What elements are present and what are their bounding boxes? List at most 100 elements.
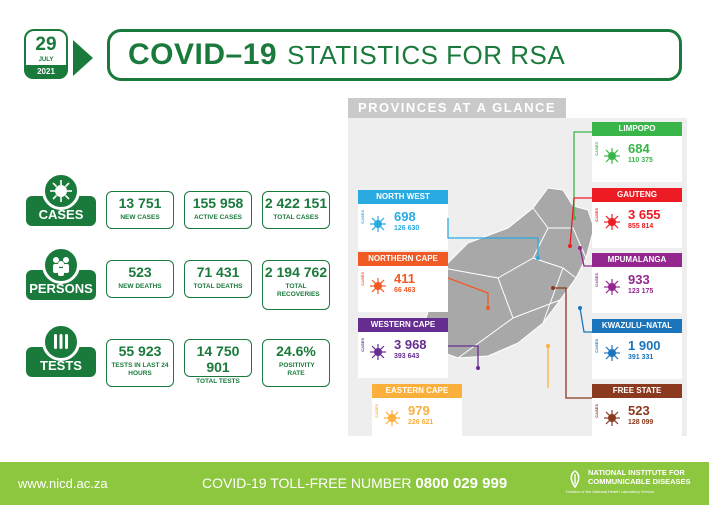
virus-icon: [604, 279, 620, 295]
virus-icon: [604, 148, 620, 164]
province-total: 226 621: [408, 419, 434, 426]
virus-icon: [384, 410, 400, 426]
stat-total-tests: 14 750 901 TOTAL TESTS: [184, 339, 252, 385]
footer-bar: www.nicd.ac.za COVID-19 TOLL-FREE NUMBER…: [0, 462, 709, 505]
province-total: 126 630: [394, 225, 420, 232]
province-name: KWAZULU–NATAL: [592, 319, 682, 333]
org-sub: Division of the National Health Laborato…: [566, 489, 655, 494]
stat-value: 523: [128, 264, 152, 280]
stat-label: TOTAL RECOVERIES: [277, 283, 320, 298]
stat-value: 14 750 901: [196, 343, 240, 375]
province-card-northern-cape: NORTHERN CAPE CASES 411 66 463: [358, 252, 448, 312]
nicd-logo-block: NATIONAL INSTITUTE FOR COMMUNICABLE DISE…: [566, 468, 691, 494]
stat-value: 55 923: [118, 343, 162, 359]
province-name: WESTERN CAPE: [358, 318, 448, 332]
people-icon: [42, 246, 80, 284]
province-total: 393 643: [394, 353, 420, 360]
test-tubes-icon: [42, 323, 80, 361]
province-card-eastern-cape: EASTERN CAPE CASES 979 226 621: [372, 384, 462, 444]
province-new-cases: 523: [628, 403, 650, 418]
stat-label: NEW CASES: [120, 214, 160, 221]
stat-value: 2 194 762: [264, 264, 328, 280]
cases-category: CASES: [26, 172, 96, 226]
stat-new-cases: 13 751 NEW CASES: [106, 191, 174, 229]
provinces-header: PROVINCES AT A GLANCE: [348, 98, 566, 118]
stat-tests-24h: 55 923 TESTS IN LAST 24 HOURS: [106, 339, 174, 387]
date-month: JULY: [38, 57, 54, 63]
stat-value: 71 431: [196, 264, 240, 280]
stat-label: TOTAL DEATHS: [193, 283, 243, 290]
persons-category: PERSONS: [26, 246, 96, 300]
stat-value: 24.6%: [276, 343, 316, 359]
stat-total-recoveries: 2 194 762 TOTAL RECOVERIES: [262, 260, 330, 310]
org-line1: NATIONAL INSTITUTE FOR: [588, 468, 685, 477]
province-card-western-cape: WESTERN CAPE CASES 3 968 393 643: [358, 318, 448, 378]
date-day: 29: [35, 34, 57, 55]
footer-tollfree: COVID-19 TOLL-FREE NUMBER 0800 029 999: [202, 475, 507, 492]
province-new-cases: 979: [408, 403, 430, 418]
virus-icon: [604, 410, 620, 426]
virus-icon: [370, 344, 386, 360]
virus-icon: [42, 172, 80, 210]
stat-label: TESTS IN LAST 24 HOURS: [111, 362, 169, 377]
province-total: 391 331: [628, 354, 654, 361]
province-card-gauteng: GAUTENG CASES 3 655 855 814: [592, 188, 682, 248]
leader-lines: [447, 131, 592, 399]
province-name: NORTHERN CAPE: [358, 252, 448, 266]
stat-value: 155 958: [192, 195, 244, 211]
province-name: MPUMALANGA: [592, 253, 682, 267]
province-name: NORTH WEST: [358, 190, 448, 204]
province-card-limpopo: LIMPOPO CASES 684 110 375: [592, 122, 682, 182]
stat-total-cases: 2 422 151 TOTAL CASES: [262, 191, 330, 229]
date-badge: 29 JULY 2021: [24, 29, 68, 79]
virus-icon: [604, 214, 620, 230]
province-name: FREE STATE: [592, 384, 682, 398]
province-new-cases: 3 655: [628, 207, 661, 222]
stat-label: TOTAL TESTS: [196, 378, 240, 385]
tollfree-label: COVID-19 TOLL-FREE NUMBER: [202, 475, 412, 491]
virus-icon: [370, 216, 386, 232]
page-title: COVID–19 STATISTICS FOR RSA: [107, 29, 682, 81]
stat-label: ACTIVE CASES: [193, 214, 243, 221]
title-rest: STATISTICS FOR RSA: [287, 39, 566, 70]
province-new-cases: 1 900: [628, 338, 661, 353]
province-total: 128 099: [628, 419, 654, 426]
stat-label: NEW DEATHS: [118, 283, 162, 290]
province-new-cases: 698: [394, 209, 416, 224]
stat-value: 2 422 151: [264, 195, 328, 211]
province-card-north-west: NORTH WEST CASES 698 126 630: [358, 190, 448, 250]
footer-url[interactable]: www.nicd.ac.za: [18, 476, 108, 491]
stat-active-cases: 155 958 ACTIVE CASES: [184, 191, 252, 229]
province-new-cases: 684: [628, 141, 650, 156]
stat-total-deaths: 71 431 TOTAL DEATHS: [184, 260, 252, 298]
province-card-free-state: FREE STATE CASES 523 128 099: [592, 384, 682, 444]
stat-label: POSITIVITY RATE: [279, 362, 315, 377]
province-total: 66 463: [394, 287, 416, 294]
province-new-cases: 933: [628, 272, 650, 287]
tollfree-number[interactable]: 0800 029 999: [415, 475, 508, 492]
province-total: 855 814: [628, 223, 654, 230]
province-name: LIMPOPO: [592, 122, 682, 136]
stat-positivity-rate: 24.6% POSITIVITY RATE: [262, 339, 330, 387]
cases-label: CASES: [38, 207, 84, 222]
virus-icon: [370, 278, 386, 294]
org-line2: COMMUNICABLE DISEASES: [588, 477, 691, 486]
virus-icon: [604, 345, 620, 361]
province-new-cases: 411: [394, 271, 415, 286]
persons-label: PERSONS: [29, 281, 93, 296]
stat-value: 13 751: [118, 195, 162, 211]
nicd-logo-icon: [570, 470, 580, 488]
province-total: 123 175: [628, 288, 654, 295]
tests-category: TESTS: [26, 323, 96, 377]
province-card-kwazulu-natal: KWAZULU–NATAL CASES 1 900 391 331: [592, 319, 682, 379]
province-new-cases: 3 968: [394, 337, 427, 352]
tests-label: TESTS: [40, 358, 82, 373]
province-card-mpumalanga: MPUMALANGA CASES 933 123 175: [592, 253, 682, 313]
stat-label: TOTAL CASES: [273, 214, 319, 221]
province-total: 110 375: [628, 157, 653, 164]
stat-new-deaths: 523 NEW DEATHS: [106, 260, 174, 298]
title-covid: COVID–19: [128, 38, 278, 71]
chevron-right-icon: [73, 40, 93, 76]
province-name: GAUTENG: [592, 188, 682, 202]
date-year: 2021: [24, 65, 68, 79]
